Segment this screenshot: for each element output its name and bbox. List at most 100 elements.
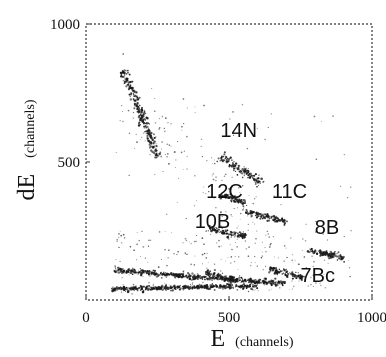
data-point <box>276 272 278 274</box>
data-point <box>283 269 286 272</box>
data-point <box>135 287 138 289</box>
data-point <box>341 257 345 260</box>
data-point <box>337 251 340 254</box>
data-point <box>336 259 339 261</box>
data-point <box>125 270 128 273</box>
data-point <box>242 280 246 283</box>
data-point <box>229 275 232 278</box>
data-point <box>232 197 235 200</box>
noise-point <box>205 192 207 195</box>
data-point <box>284 272 287 275</box>
noise-point <box>291 288 293 290</box>
data-point <box>213 289 216 291</box>
data-point <box>254 214 257 217</box>
noise-point <box>119 120 121 122</box>
noise-point <box>272 235 275 238</box>
noise-point <box>326 239 329 241</box>
noise-point <box>190 263 193 266</box>
data-point <box>126 77 129 81</box>
data-point <box>300 278 303 282</box>
data-point <box>155 286 158 288</box>
data-point <box>262 181 264 183</box>
noise-point <box>338 255 340 257</box>
data-point <box>284 223 286 225</box>
noise-point <box>323 252 326 255</box>
noise-point <box>322 233 324 235</box>
data-point <box>231 159 233 161</box>
data-point <box>151 146 155 149</box>
data-point <box>133 286 136 289</box>
noise-point <box>128 274 130 276</box>
noise-point <box>182 242 184 244</box>
data-point <box>171 289 174 292</box>
noise-point <box>215 284 217 287</box>
data-point <box>270 216 273 219</box>
data-point <box>127 289 130 293</box>
data-point <box>147 287 151 290</box>
data-point <box>200 285 204 289</box>
data-point <box>254 183 257 185</box>
svg-text:dE (channels): dE (channels) <box>14 99 40 200</box>
data-point <box>229 230 233 234</box>
noise-point <box>242 177 244 179</box>
data-point <box>116 287 119 290</box>
noise-point <box>242 232 245 234</box>
data-point <box>216 227 218 230</box>
noise-point <box>247 229 249 232</box>
data-point <box>125 85 128 88</box>
noise-point <box>277 257 279 259</box>
data-point <box>126 288 128 290</box>
noise-point <box>303 256 306 258</box>
noise-point <box>118 236 120 238</box>
data-point <box>135 271 138 274</box>
data-point <box>217 157 220 160</box>
noise-point <box>327 262 329 264</box>
noise-point <box>266 230 269 233</box>
noise-point <box>258 174 260 177</box>
data-point <box>162 272 165 274</box>
data-point <box>122 70 125 73</box>
data-point <box>260 216 263 219</box>
noise-point <box>149 239 152 241</box>
data-point <box>113 269 116 273</box>
noise-point <box>225 133 228 135</box>
data-point <box>160 277 163 279</box>
data-point <box>189 277 192 279</box>
noise-point <box>243 286 246 289</box>
data-point <box>238 168 241 170</box>
noise-point <box>166 156 168 158</box>
data-point <box>274 220 277 223</box>
noise-point <box>133 249 135 251</box>
data-point <box>269 268 272 271</box>
data-point <box>128 272 130 274</box>
data-point <box>198 287 200 289</box>
data-point <box>164 284 168 288</box>
data-point <box>205 284 209 287</box>
data-point <box>328 253 331 256</box>
data-point <box>192 285 195 288</box>
data-point <box>140 274 143 277</box>
data-point <box>231 284 234 286</box>
data-point <box>291 271 294 274</box>
noise-point <box>185 253 187 255</box>
noise-point <box>236 246 238 248</box>
data-point <box>309 250 312 253</box>
data-point <box>154 156 157 159</box>
noise-point <box>215 207 217 209</box>
data-point <box>165 283 167 286</box>
data-point <box>243 199 246 202</box>
data-point <box>131 270 133 273</box>
data-point <box>117 271 121 274</box>
noise-point <box>122 233 125 236</box>
noise-point <box>225 211 227 213</box>
data-point <box>188 273 190 276</box>
noise-point <box>208 275 211 278</box>
data-point <box>296 275 299 278</box>
series-3 <box>218 192 248 208</box>
data-point <box>150 287 152 289</box>
data-point <box>234 197 237 200</box>
noise-point <box>210 233 212 235</box>
data-point <box>287 274 289 277</box>
noise-point <box>185 239 188 242</box>
data-point <box>241 237 244 239</box>
